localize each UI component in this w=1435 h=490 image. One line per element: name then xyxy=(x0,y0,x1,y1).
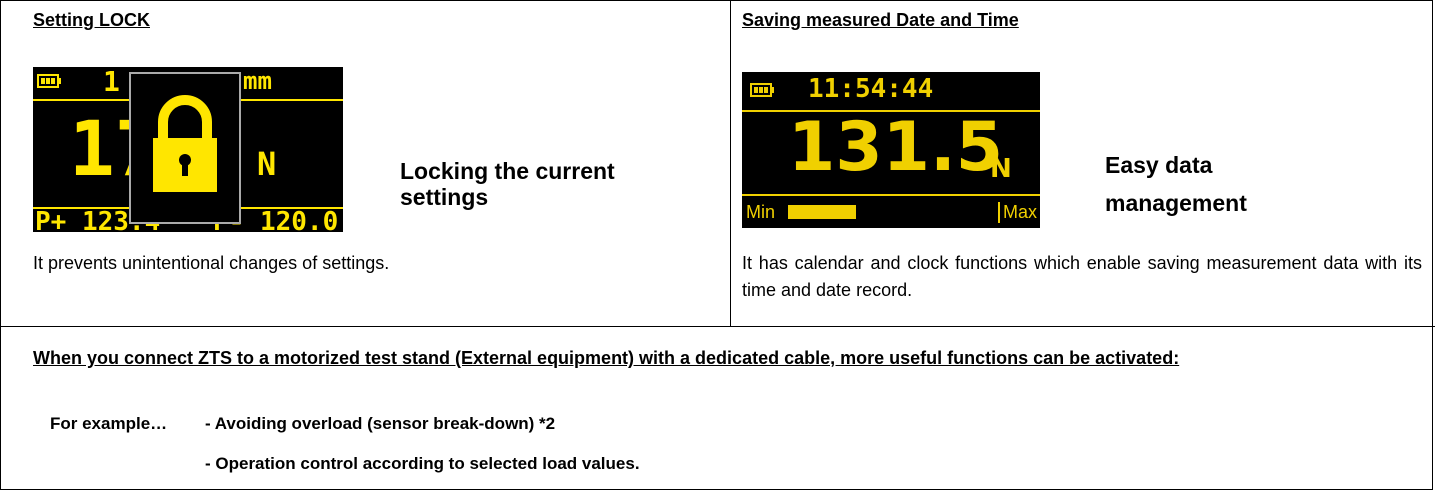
description: It has calendar and clock functions whic… xyxy=(742,253,1422,300)
headline: Locking the current xyxy=(400,158,615,184)
battery-icon xyxy=(750,83,774,97)
headline: settings xyxy=(400,184,489,210)
lcd-screen: 1 mm 17 N P+ 123.4 P- 120.0 xyxy=(33,67,343,232)
lcd-text: 1 xyxy=(103,67,120,98)
lcd-text: Min xyxy=(746,202,776,222)
lcd-unit: N xyxy=(990,154,1012,184)
description: It prevents unintentional changes of set… xyxy=(33,253,390,273)
lock-overlay xyxy=(129,72,241,224)
lcd-rule xyxy=(742,110,1040,112)
list-item: - Operation control according to selecte… xyxy=(205,454,640,473)
lead: For example… xyxy=(50,414,168,433)
lcd-rule xyxy=(742,194,1040,196)
lcd-unit: N xyxy=(257,145,277,183)
cell-title: Setting LOCK xyxy=(33,10,150,30)
headline: Easy data xyxy=(1105,152,1213,178)
divider xyxy=(0,326,1435,327)
cell-title: Saving measured Date and Time xyxy=(742,10,1019,30)
lcd-time: 11:54:44 xyxy=(808,74,934,104)
lcd-screen: 11:54:44 131.5 N Min Max xyxy=(742,72,1040,228)
list-item: - Avoiding overload (sensor break-down) … xyxy=(205,414,556,433)
lcd-value: 131.5 xyxy=(788,108,1004,187)
divider xyxy=(730,0,731,326)
battery-icon xyxy=(37,74,61,88)
lcd-text: Max xyxy=(998,202,1037,223)
lcd-text: mm xyxy=(243,67,272,95)
headline: management xyxy=(1105,190,1247,216)
section-heading: When you connect ZTS to a motorized test… xyxy=(33,348,1180,368)
level-bar xyxy=(788,205,856,219)
